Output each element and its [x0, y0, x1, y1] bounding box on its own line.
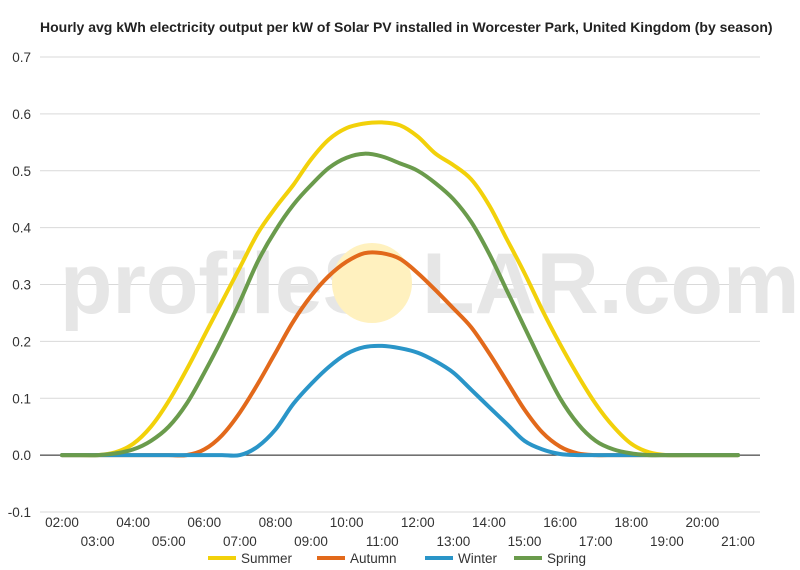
series-line-summer	[60, 120, 740, 458]
x-tick-label: 10:00	[330, 515, 364, 530]
x-tick-label: 19:00	[650, 534, 684, 549]
x-tick-label: 15:00	[508, 534, 542, 549]
y-tick-label: 0.2	[12, 334, 31, 349]
x-tick-label: 17:00	[579, 534, 613, 549]
legend-label: Summer	[241, 551, 293, 566]
watermark-text-right: LAR.com	[422, 236, 799, 332]
x-tick-label: 20:00	[686, 515, 720, 530]
x-tick-label: 16:00	[543, 515, 577, 530]
x-tick-label: 08:00	[259, 515, 293, 530]
y-tick-label: 0.0	[12, 448, 31, 463]
watermark: profileS LAR.com	[60, 236, 800, 332]
series-line-winter	[60, 343, 740, 458]
legend-label: Winter	[458, 551, 498, 566]
watermark-sun-icon	[332, 243, 412, 323]
chart-title: Hourly avg kWh electricity output per kW…	[40, 19, 773, 35]
watermark-text-left: profileS	[60, 236, 380, 332]
x-tick-label: 21:00	[721, 534, 755, 549]
legend-item-winter: Winter	[425, 551, 498, 566]
x-tick-label: 11:00	[366, 534, 399, 549]
x-tick-label: 09:00	[294, 534, 328, 549]
legend-label: Autumn	[350, 551, 397, 566]
legend-item-spring: Spring	[514, 551, 586, 566]
y-tick-label: -0.1	[8, 505, 31, 520]
legend-item-summer: Summer	[208, 551, 293, 566]
x-tick-label: 13:00	[436, 534, 470, 549]
y-tick-label: 0.4	[12, 221, 31, 236]
series-lines	[60, 120, 740, 458]
y-axis-ticks: -0.1 0.0 0.1 0.2 0.3 0.4 0.5 0.6 0.7	[8, 50, 32, 520]
y-tick-label: 0.5	[12, 164, 31, 179]
x-tick-label: 06:00	[187, 515, 221, 530]
x-tick-label: 02:00	[45, 515, 79, 530]
x-tick-label: 03:00	[81, 534, 115, 549]
x-tick-label: 07:00	[223, 534, 257, 549]
x-tick-label: 05:00	[152, 534, 186, 549]
x-tick-label: 04:00	[116, 515, 150, 530]
legend: Summer Autumn Winter Spring	[208, 551, 586, 566]
x-axis-ticks: 02:0003:0004:0005:0006:0007:0008:0009:00…	[45, 515, 755, 549]
series-line-spring	[60, 151, 740, 458]
x-tick-label: 18:00	[614, 515, 648, 530]
y-tick-label: 0.6	[12, 107, 31, 122]
x-tick-label: 14:00	[472, 515, 506, 530]
legend-label: Spring	[547, 551, 586, 566]
y-tick-label: 0.3	[12, 278, 31, 293]
legend-item-autumn: Autumn	[317, 551, 397, 566]
y-tick-label: 0.7	[12, 50, 31, 65]
x-tick-label: 12:00	[401, 515, 435, 530]
y-tick-label: 0.1	[12, 391, 31, 406]
